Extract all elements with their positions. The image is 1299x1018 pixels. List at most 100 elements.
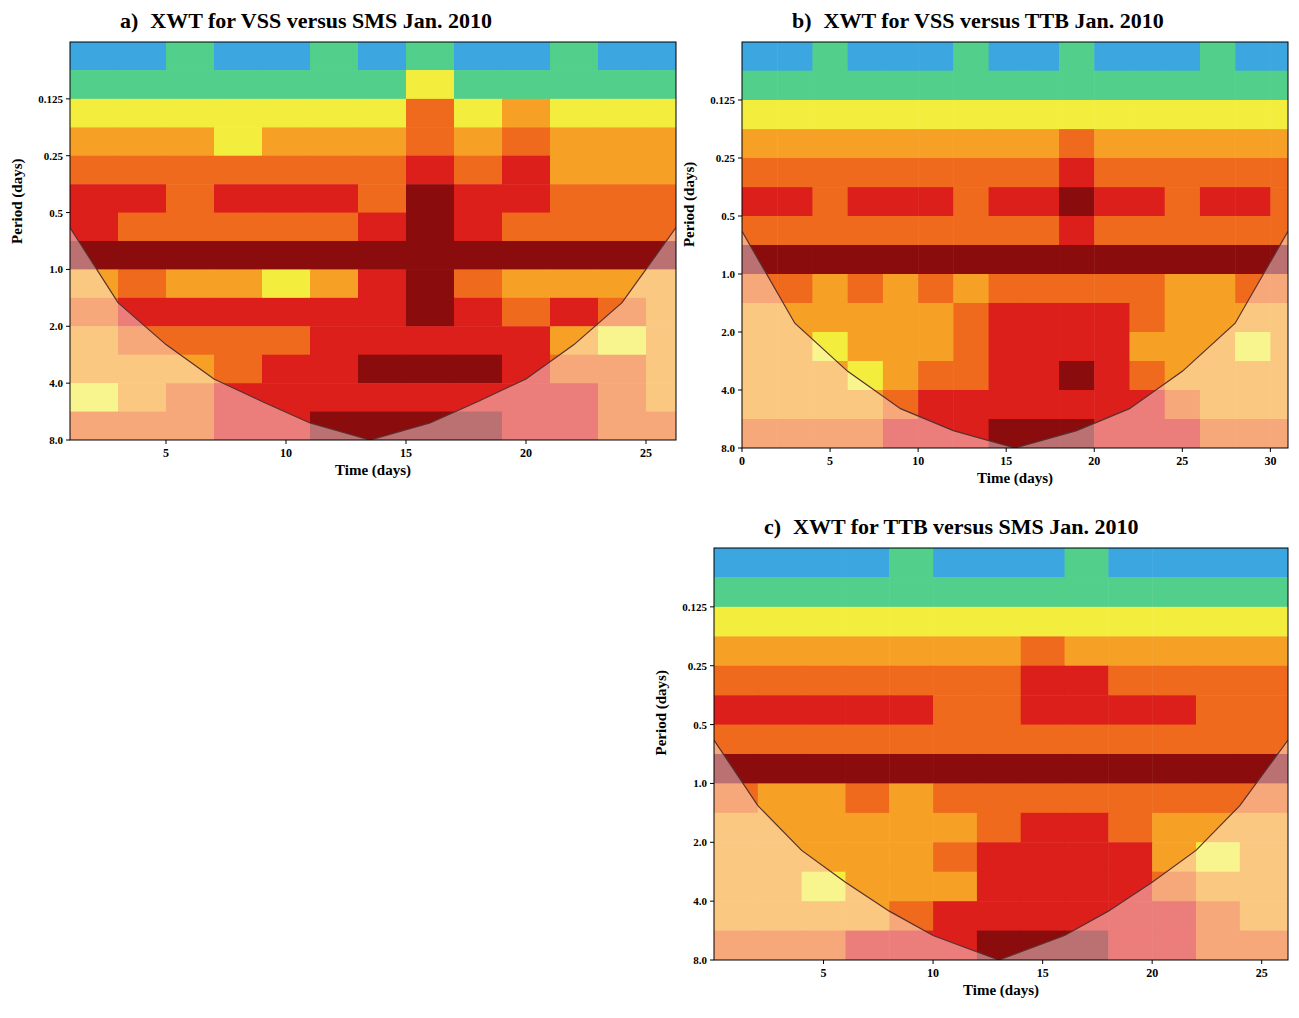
heatmap-cell [262,355,311,384]
heatmap-cell [812,42,848,71]
heatmap-cell [918,71,954,101]
heatmap-cell [118,241,167,270]
heatmap-cell [358,269,407,298]
y-tick-label: 0.125 [710,94,735,106]
heatmap-cell [262,213,311,242]
heatmap-cell [1196,577,1240,607]
heatmap-cell [1270,187,1288,216]
heatmap-cell [550,241,599,270]
heatmap-cell [1196,725,1240,755]
heatmap-cell [989,158,1025,188]
heatmap-cell [1059,187,1095,216]
y-tick [738,448,742,449]
heatmap-cell [977,901,1021,931]
heatmap-cell [953,42,989,71]
heatmap-cell [166,241,215,270]
heatmap-cell [742,129,778,158]
y-tick-label: 0.5 [721,210,735,222]
x-axis-title: Time (days) [977,470,1053,487]
heatmap-cell [214,70,263,99]
heatmap-cell [1094,361,1130,391]
heatmap-cell [933,725,977,755]
heatmap-cell [502,213,551,242]
heatmap-cell [454,156,503,185]
x-tick [918,448,919,452]
heatmap-cell [1024,245,1060,275]
heatmap-cell [1021,872,1065,902]
heatmap-cell [1165,332,1201,361]
heatmap-cell [310,383,359,412]
x-tick-label: 25 [1176,454,1188,468]
heatmap-cell [933,548,977,578]
plot-area [742,42,1288,448]
heatmap-cell [1200,158,1236,188]
heatmap-cell [777,187,813,216]
heatmap-cell [406,156,455,185]
heatmap-cell [758,607,802,637]
heatmap-cell [918,332,954,361]
heatmap-cell [883,274,919,303]
heatmap-cell [646,156,676,185]
heatmap-cell [310,99,359,128]
heatmap-cell [1235,216,1271,245]
heatmap-cell [1196,783,1240,813]
heatmap-cell [812,187,848,216]
heatmap-cell [310,241,359,270]
heatmap-cell [1165,245,1201,275]
heatmap-cell [1065,754,1109,784]
heatmap-cell [1065,577,1109,607]
heatmap-cell [262,184,311,213]
x-tick [286,440,287,444]
y-tick [738,274,742,275]
heatmap-cell [777,245,813,275]
heatmap-cell [714,636,758,666]
heatmap-cell [1108,813,1152,843]
heatmap-cell [933,607,977,637]
heatmap-cell [1129,187,1165,216]
y-tick [66,155,70,156]
heatmap-cell [989,390,1025,420]
heatmap-cell [646,99,676,128]
heatmap-cell [454,127,503,156]
heatmap-cell [989,216,1025,245]
heatmap-cell [802,813,846,843]
coi-shade [70,228,676,440]
heatmap-cell [953,187,989,216]
heatmap-cell [406,383,455,412]
heatmap-cell [1094,274,1130,303]
heatmap-cell [550,213,599,242]
y-tick [710,783,714,784]
heatmap-cell [550,70,599,99]
y-tick [738,100,742,101]
heatmap-cell [502,326,551,355]
heatmap-cell [848,158,884,188]
heatmap-cell [933,695,977,725]
panel: 0.1250.250.51.02.04.08.0510152025Time (d… [653,514,1289,999]
heatmap-cell [989,303,1025,333]
x-tick-label: 15 [400,446,412,460]
heatmap-cell [1196,636,1240,666]
heatmap-cell [714,577,758,607]
heatmap-cell [777,158,813,188]
heatmap-cell [1065,548,1109,578]
heatmap-cell [977,636,1021,666]
heatmap-cell [1021,695,1065,725]
heatmap-cell [918,187,954,216]
y-axis-title: Period (days) [653,670,670,755]
y-tick-label: 2.0 [49,320,63,332]
heatmap-cell [1108,577,1152,607]
heatmap-cell [598,70,647,99]
heatmap-cell [845,754,889,784]
heatmap-cell [214,326,263,355]
heatmap-cell [758,725,802,755]
heatmap-cell [118,156,167,185]
heatmap-cell [598,213,647,242]
heatmap-cell [742,187,778,216]
x-tick-label: 10 [912,454,924,468]
coi-line [742,231,1288,448]
heatmap-cell [918,42,954,71]
heatmap-cell [953,390,989,420]
heatmap-cell [714,607,758,637]
heatmap-cell [918,100,954,130]
heatmap-cell [1024,71,1060,101]
